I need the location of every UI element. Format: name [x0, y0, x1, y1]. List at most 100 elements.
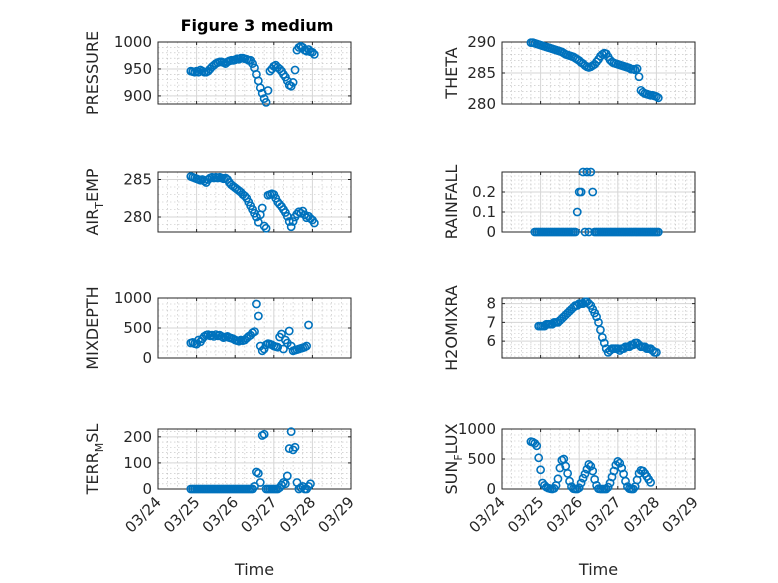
axes-border: [501, 297, 696, 359]
data-point: [592, 312, 601, 322]
data-point: [248, 59, 257, 68]
data-point: [255, 83, 265, 93]
data-point: [586, 461, 596, 471]
data-point: [532, 441, 542, 451]
data-point: [555, 463, 565, 473]
y-axis-label: PRESSURE: [83, 31, 102, 115]
y-axis-label: MIXDEPTH: [83, 286, 102, 369]
data-point: [306, 479, 315, 489]
y-tick-label: 0: [142, 480, 152, 498]
data-point: [576, 478, 586, 488]
data-point: [534, 453, 544, 463]
x-tick-label: 03/27: [581, 493, 624, 536]
data-point: [277, 329, 286, 339]
y-tick-label: 1000: [114, 289, 152, 307]
y-axis-label: TERRMSL: [83, 424, 106, 496]
y-tick-label: 7: [486, 313, 496, 331]
y-tick-label: 500: [123, 319, 152, 337]
y-tick-label: 950: [123, 60, 152, 78]
sun-flux-panel: 0 500 1000SUNFLUX03/2403/2503/2603/2703/28…: [442, 420, 702, 579]
x-tick-label: 03/24: [122, 493, 165, 536]
x-tick-label: 03/29: [315, 493, 358, 536]
x-tick-label: 03/25: [504, 493, 547, 536]
data-point: [257, 346, 267, 356]
data-point: [565, 476, 574, 486]
x-tick-label: 03/29: [659, 493, 702, 536]
y-tick-label: 1000: [458, 420, 496, 438]
theta-panel: 280 285 290 THETA: [442, 33, 696, 113]
data-point: [613, 456, 623, 466]
data-point: [646, 477, 656, 487]
x-tick-label: 03/24: [466, 493, 509, 536]
data-point: [263, 86, 273, 95]
rainfall-panel: 0 0.1 0.2 RAINFALL: [442, 165, 696, 241]
data-point: [261, 97, 271, 107]
pressure-panel: 900 950 1000 PRESSURE: [83, 31, 352, 115]
y-tick-label: 1000: [114, 33, 152, 51]
y-axis-label: RAINFALL: [442, 165, 461, 240]
data-point: [253, 311, 263, 321]
data-point: [290, 65, 300, 75]
y-axis-label: H2OMIXRA: [442, 285, 461, 371]
x-tick-label: 03/28: [620, 493, 663, 536]
x-tick-label: 03/25: [160, 493, 203, 536]
data-point: [302, 341, 312, 351]
y-tick-label: 0: [486, 480, 496, 498]
data-point: [255, 478, 265, 487]
x-tick-label: 03/27: [237, 493, 280, 536]
axes-frame: [157, 428, 352, 490]
y-tick-label: 0: [486, 223, 496, 241]
y-axis-label: SUNFLUX: [442, 423, 465, 494]
data-point: [588, 466, 598, 476]
data-point: [250, 481, 259, 491]
data-point: [601, 484, 611, 494]
data-point: [253, 468, 263, 478]
data-point: [282, 471, 292, 481]
data-point: [257, 203, 267, 213]
data-point: [584, 459, 594, 469]
data-point: [252, 299, 261, 309]
y-tick-label: 8: [486, 295, 496, 313]
y-tick-label: 280: [467, 95, 496, 113]
data-point: [280, 479, 290, 489]
data-point: [574, 483, 584, 493]
y-tick-label: 280: [123, 208, 152, 226]
data-point: [309, 218, 319, 228]
data-point: [309, 50, 319, 59]
data-point: [288, 78, 298, 87]
terr-msl-panel: 0 100 200 TERRMSL 03/2403/2503/2603/2703/280…: [83, 424, 358, 579]
data-point: [302, 46, 312, 56]
air-temp-panel: 280 285 AIRTEMP: [83, 168, 352, 236]
data-point: [286, 427, 296, 437]
data-point: [284, 444, 294, 453]
data-point: [634, 72, 644, 82]
data-point: [572, 207, 582, 217]
y-tick-label: 285: [123, 171, 152, 189]
data-point: [530, 438, 540, 448]
data-point: [563, 468, 573, 478]
y-axis-label: THETA: [442, 47, 461, 99]
x-axis-label: Time: [234, 560, 274, 579]
data-point: [250, 327, 259, 336]
data-point: [288, 217, 298, 226]
data-point: [553, 474, 563, 484]
x-axis-label: Time: [578, 560, 618, 579]
data-point: [570, 227, 580, 237]
data-point: [261, 223, 271, 233]
h2omixra-panel: 678 H2OMIXRA: [442, 285, 696, 371]
data-point: [259, 429, 269, 439]
data-point: [652, 347, 661, 357]
axes-border: [157, 171, 352, 233]
data-point: [284, 217, 294, 226]
axes-frame: [157, 41, 352, 105]
data-point: [580, 227, 590, 237]
data-point: [279, 344, 288, 354]
data-point: [580, 469, 590, 479]
figure-title: Figure 3 medium: [181, 16, 334, 35]
y-tick-label: 200: [123, 428, 152, 446]
data-point: [240, 191, 250, 201]
data-point: [576, 187, 586, 197]
x-tick-label: 03/26: [199, 493, 242, 536]
